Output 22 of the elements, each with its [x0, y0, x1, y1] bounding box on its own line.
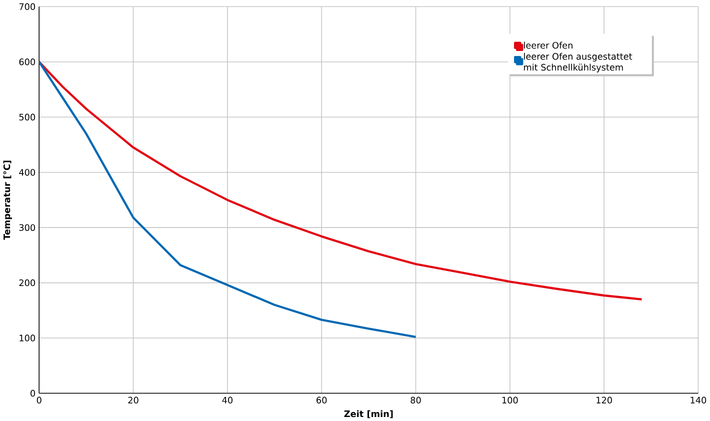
x-axis-title: Zeit [min]	[344, 410, 393, 418]
y-tick-label: 600	[19, 58, 36, 66]
y-tick-label: 200	[19, 279, 36, 286]
legend-label: leerer Ofen ausgestattet mit Schnellkühlsystem	[524, 52, 632, 72]
x-tick-label: 60	[316, 396, 327, 404]
x-tick-label: 120	[596, 396, 612, 404]
legend-label: leerer Ofen	[524, 42, 572, 48]
x-tick-label: 40	[222, 396, 232, 404]
y-tick-label: 300	[19, 224, 36, 231]
x-tick-label: 0	[36, 396, 42, 404]
y-tick-label: 700	[19, 3, 36, 10]
y-tick-label: 500	[19, 114, 36, 120]
y-axis-title: Temperatur [°C]	[3, 160, 12, 240]
line-series	[39, 60, 643, 300]
line-series	[39, 60, 417, 338]
x-tick-label: 140	[690, 396, 706, 404]
x-tick-label: 100	[502, 396, 518, 404]
x-tick-label: 20	[128, 396, 138, 404]
x-tick-label: 80	[410, 396, 421, 404]
y-tick-label: 0	[30, 390, 36, 396]
y-tick-label: 100	[20, 334, 36, 342]
y-tick-label: 400	[19, 168, 36, 176]
